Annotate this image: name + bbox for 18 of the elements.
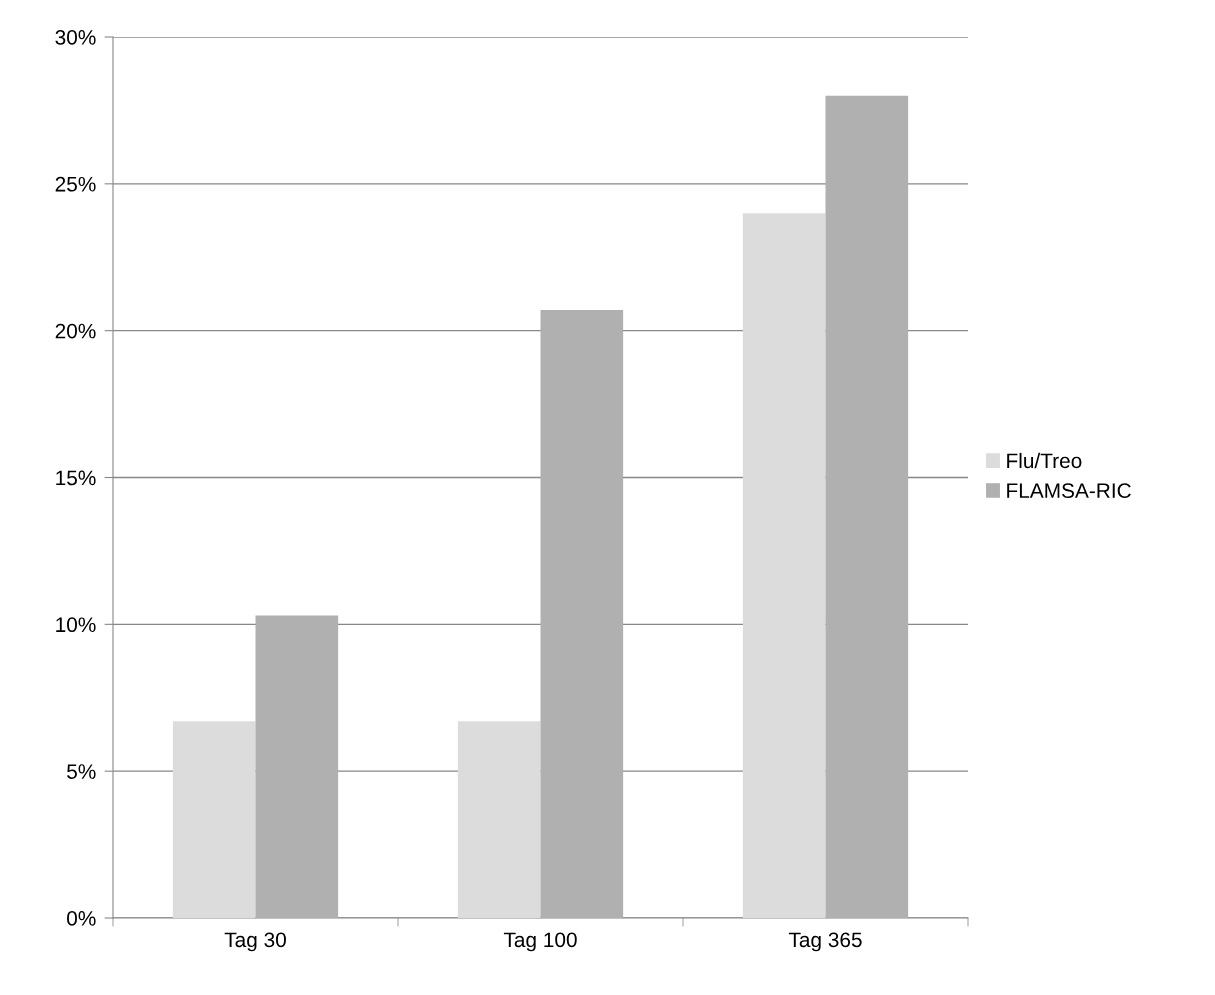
x-tick-label: Tag 30	[224, 932, 286, 952]
y-tick-label: 5%	[67, 764, 96, 779]
bar	[172, 721, 256, 918]
y-tick-label: 25%	[55, 176, 96, 192]
y-tick-label: 0%	[67, 911, 96, 926]
bar	[825, 95, 909, 918]
x-tick-label: Tag 100	[503, 932, 577, 952]
bar	[457, 721, 541, 918]
bar	[255, 615, 339, 918]
y-tick-label: 10%	[56, 617, 96, 633]
y-tick-label: 20%	[55, 323, 96, 339]
legend-label: FLAMSA-RIC	[1007, 483, 1131, 499]
legend-label: Flu/Treo	[1007, 452, 1082, 469]
bar	[540, 310, 624, 918]
y-tick-label: 15%	[56, 470, 96, 486]
x-tick-label: Tag 365	[788, 932, 862, 952]
bar	[742, 213, 826, 918]
y-tick-label: 30%	[55, 30, 96, 45]
